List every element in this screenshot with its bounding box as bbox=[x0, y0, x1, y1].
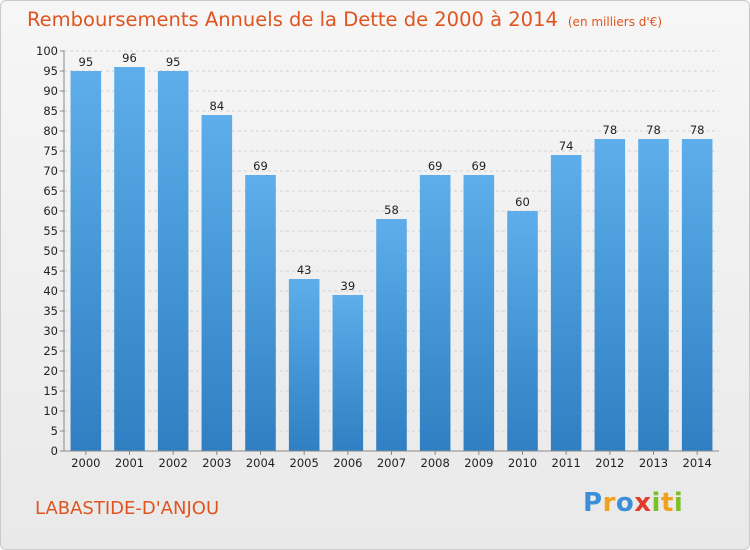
y-tick-label: 60 bbox=[43, 204, 58, 218]
y-tick-label: 70 bbox=[43, 164, 58, 178]
logo-letter: i bbox=[673, 488, 684, 518]
logo-letter: i bbox=[651, 488, 661, 518]
data-label: 39 bbox=[341, 279, 356, 293]
bar bbox=[463, 175, 495, 451]
x-tick-label: 2005 bbox=[290, 456, 319, 470]
data-label: 95 bbox=[79, 55, 94, 69]
y-tick-label: 75 bbox=[43, 144, 58, 158]
x-tick-label: 2001 bbox=[115, 456, 144, 470]
x-axis: 2000 2001 2002 2003 2004 2005 2006 2007 2008 2009… bbox=[64, 450, 719, 470]
title-text: Remboursements Annuels de la Dette de 20… bbox=[27, 8, 558, 31]
y-tick-label: 80 bbox=[43, 124, 58, 138]
y-tick-label: 10 bbox=[43, 404, 58, 418]
y-tick-label: 5 bbox=[51, 424, 58, 438]
bars: 95 96 95 84 69 43 39 58 69 69 60 74 78 78 78 bbox=[70, 51, 713, 451]
data-label: 60 bbox=[515, 195, 530, 209]
y-tick-label: 0 bbox=[51, 444, 58, 458]
data-label: 69 bbox=[472, 159, 487, 173]
x-tick-label: 2008 bbox=[421, 456, 450, 470]
y-tick-label: 20 bbox=[43, 364, 58, 378]
bar bbox=[245, 175, 276, 451]
y-tick-label: 25 bbox=[43, 344, 58, 358]
data-label: 96 bbox=[122, 51, 137, 65]
x-tick-label: 2010 bbox=[508, 456, 537, 470]
data-label: 74 bbox=[559, 139, 574, 153]
logo-letter: t bbox=[660, 488, 674, 518]
x-tick-label: 2014 bbox=[683, 456, 712, 470]
y-tick-label: 100 bbox=[36, 44, 58, 58]
y-tick-label: 55 bbox=[43, 224, 58, 238]
data-label: 69 bbox=[428, 159, 443, 173]
x-tick-label: 2000 bbox=[71, 456, 100, 470]
x-tick-label: 2013 bbox=[639, 456, 668, 470]
data-label: 78 bbox=[690, 123, 705, 137]
x-tick-label: 2003 bbox=[202, 456, 231, 470]
x-tick-label: 2002 bbox=[159, 456, 188, 470]
data-label: 95 bbox=[166, 55, 181, 69]
data-label: 78 bbox=[646, 123, 661, 137]
y-tick-label: 40 bbox=[43, 284, 58, 298]
bar bbox=[638, 139, 669, 451]
y-tick-label: 50 bbox=[43, 244, 58, 258]
logo-letter: o bbox=[615, 488, 635, 518]
y-tick-label: 35 bbox=[43, 304, 58, 318]
bar bbox=[507, 211, 538, 451]
y-tick-label: 15 bbox=[43, 384, 58, 398]
unit-note: (en milliers d'€) bbox=[567, 15, 662, 29]
y-tick-label: 90 bbox=[43, 84, 58, 98]
bar bbox=[376, 219, 407, 451]
y-tick-label: 30 bbox=[43, 324, 58, 338]
y-tick-label: 95 bbox=[43, 64, 58, 78]
x-tick-label: 2012 bbox=[595, 456, 624, 470]
data-label: 58 bbox=[384, 203, 399, 217]
bar bbox=[157, 71, 189, 451]
data-label: 43 bbox=[297, 263, 312, 277]
data-label: 69 bbox=[253, 159, 268, 173]
data-label: 84 bbox=[210, 99, 225, 113]
logo-letter: x bbox=[634, 488, 652, 518]
chart-title: Remboursements Annuels de la Dette de 20… bbox=[27, 8, 662, 31]
logo-letter: r bbox=[602, 488, 616, 518]
proxiti-logo: Proxiti bbox=[583, 488, 683, 518]
bar bbox=[681, 139, 713, 451]
x-tick-label: 2011 bbox=[552, 456, 581, 470]
bar bbox=[70, 71, 102, 451]
y-tick-label: 45 bbox=[43, 264, 58, 278]
bar bbox=[332, 295, 364, 451]
y-axis: 0 5 10 15 20 25 30 35 40 45 50 55 60 65 70 75 80 85 90 95 10… bbox=[36, 44, 65, 458]
bar bbox=[419, 175, 451, 451]
y-tick-label: 65 bbox=[43, 184, 58, 198]
bar bbox=[550, 155, 582, 451]
x-tick-label: 2006 bbox=[333, 456, 362, 470]
bar bbox=[201, 115, 233, 451]
x-tick-label: 2004 bbox=[246, 456, 275, 470]
y-tick-label: 85 bbox=[43, 104, 58, 118]
location-label: LABASTIDE-D'ANJOU bbox=[35, 498, 220, 519]
logo-letter: P bbox=[583, 488, 603, 518]
bar bbox=[594, 139, 626, 451]
bar bbox=[114, 67, 145, 451]
data-label: 78 bbox=[603, 123, 618, 137]
x-tick-label: 2009 bbox=[464, 456, 493, 470]
bar bbox=[288, 279, 320, 451]
x-tick-label: 2007 bbox=[377, 456, 406, 470]
